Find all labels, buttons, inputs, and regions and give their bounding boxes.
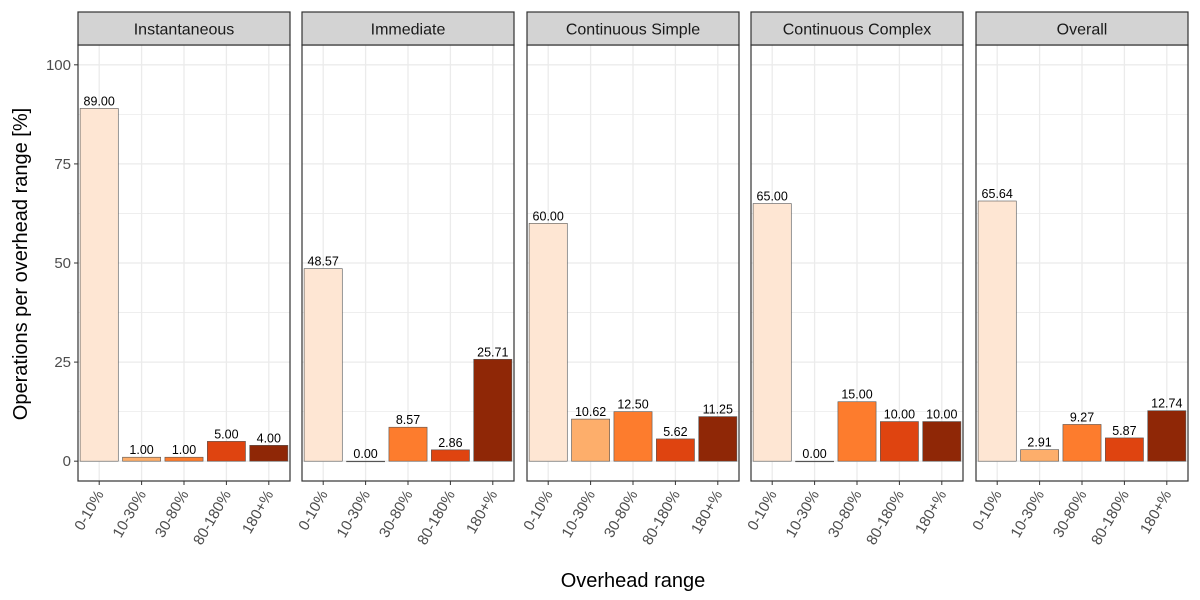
bar-value-label: 48.57 — [308, 255, 339, 269]
bar-value-label: 0.00 — [353, 447, 377, 461]
facet-panels: 0 25 50 75 100 89.00 1.00 1.00 5.00 4.00 Instantan… — [46, 11, 1189, 549]
x-tick-label: 0-10% — [71, 488, 107, 534]
x-axis-title: Overhead range — [561, 570, 706, 592]
bar — [249, 445, 289, 462]
bar-value-label: 10.00 — [926, 408, 957, 422]
x-tick-label: 30-80% — [376, 488, 417, 541]
bar — [880, 421, 919, 462]
bar — [473, 358, 513, 462]
bar-value-label: 89.00 — [84, 94, 115, 108]
facet-strip — [77, 11, 291, 46]
x-tick-label: 180+% — [1137, 488, 1175, 537]
bar-value-label: 1.00 — [172, 443, 196, 457]
bar-value-label: 5.00 — [214, 427, 238, 441]
x-tick-label: 0-10% — [744, 488, 780, 534]
bar-value-label: 1.00 — [129, 443, 153, 457]
facet-strip — [975, 11, 1189, 46]
bar — [207, 441, 246, 462]
facet-strip — [301, 11, 515, 46]
x-tick-label: 30-80% — [152, 488, 193, 541]
facet-panel: 65.64 2.91 9.27 5.87 12.74 Overall 0-10% 10-30%… — [969, 11, 1189, 549]
facet-strip — [750, 11, 964, 46]
bar-value-label: 25.71 — [477, 345, 508, 359]
facet-panel: 48.57 0.00 8.57 2.86 25.71 Immediate 0-10% 10-3… — [295, 11, 515, 549]
x-tick-label: 180+% — [688, 488, 726, 537]
x-tick-label: 10-30% — [782, 488, 823, 541]
bar — [1062, 424, 1102, 462]
bar — [656, 438, 695, 462]
x-tick-label: 80-180% — [1088, 488, 1133, 549]
x-tick-label: 10-30% — [109, 488, 150, 541]
bar — [1020, 449, 1059, 462]
bar — [164, 456, 204, 462]
bar-value-label: 10.62 — [575, 405, 606, 419]
y-tick-label: 0 — [63, 453, 71, 470]
y-tick-label: 100 — [46, 57, 71, 74]
facet-strip-label: Continuous Simple — [566, 22, 700, 39]
x-tick-label: 180+% — [463, 488, 501, 537]
bar-value-label: 8.57 — [396, 413, 420, 427]
facet-panel: 65.00 0.00 15.00 10.00 10.00 Continuous Compl… — [744, 11, 964, 549]
bar-value-label: 60.00 — [533, 209, 564, 223]
bar-value-label: 10.00 — [884, 408, 915, 422]
y-tick-label: 50 — [54, 255, 71, 272]
bar — [795, 460, 834, 463]
x-tick-label: 80-180% — [414, 488, 459, 549]
bar-value-label: 12.50 — [617, 398, 648, 412]
bar — [346, 460, 385, 463]
bar — [752, 203, 792, 462]
bar-value-label: 9.27 — [1070, 410, 1094, 424]
facet-panel: 60.00 10.62 12.50 5.62 11.25 Continuous Simpl… — [520, 11, 740, 549]
facet-strip — [526, 11, 740, 46]
bar-value-label: 65.00 — [757, 190, 788, 204]
bar — [528, 223, 568, 462]
bar-value-label: 2.86 — [438, 436, 462, 450]
bar — [698, 416, 738, 462]
facet-strip-label: Immediate — [371, 22, 446, 39]
bar — [1147, 410, 1187, 462]
bar — [122, 456, 161, 462]
x-tick-label: 180+% — [912, 488, 950, 537]
bar-value-label: 2.91 — [1027, 436, 1051, 450]
bar — [571, 418, 610, 462]
bar-value-label: 0.00 — [802, 447, 826, 461]
bar-value-label: 15.00 — [841, 388, 872, 402]
bar — [613, 411, 653, 462]
x-tick-label: 10-30% — [333, 488, 374, 541]
facet-strip-label: Continuous Complex — [783, 22, 932, 39]
bar — [922, 421, 962, 462]
bar-value-label: 4.00 — [257, 431, 281, 445]
x-tick-label: 80-180% — [190, 488, 235, 549]
bar — [303, 268, 343, 462]
x-tick-label: 180+% — [239, 488, 277, 537]
x-tick-label: 80-180% — [863, 488, 908, 549]
x-tick-label: 80-180% — [639, 488, 684, 549]
bar — [79, 108, 119, 462]
facet-strip-label: Overall — [1057, 22, 1108, 39]
bar-value-label: 11.25 — [703, 403, 733, 417]
bar-value-label: 12.74 — [1151, 397, 1182, 411]
bar-value-label: 5.87 — [1112, 424, 1136, 438]
bar-value-label: 5.62 — [663, 425, 687, 439]
bar — [837, 401, 877, 462]
y-tick-label: 25 — [54, 354, 71, 371]
y-tick-label: 75 — [54, 156, 71, 173]
x-tick-label: 0-10% — [295, 488, 331, 534]
x-tick-label: 10-30% — [558, 488, 599, 541]
bar — [431, 449, 470, 462]
bar — [388, 426, 428, 462]
x-tick-label: 30-80% — [601, 488, 642, 541]
x-tick-label: 0-10% — [520, 488, 556, 534]
bar — [1105, 437, 1144, 462]
facet-strip-label: Instantaneous — [134, 22, 235, 39]
x-tick-label: 10-30% — [1007, 488, 1048, 541]
bar-value-label: 65.64 — [982, 187, 1013, 201]
x-tick-label: 30-80% — [1050, 488, 1091, 541]
y-axis-title: Operations per overhead range [%] — [10, 108, 32, 420]
x-tick-label: 0-10% — [969, 488, 1005, 534]
bar — [977, 200, 1017, 462]
x-tick-label: 30-80% — [825, 488, 866, 541]
